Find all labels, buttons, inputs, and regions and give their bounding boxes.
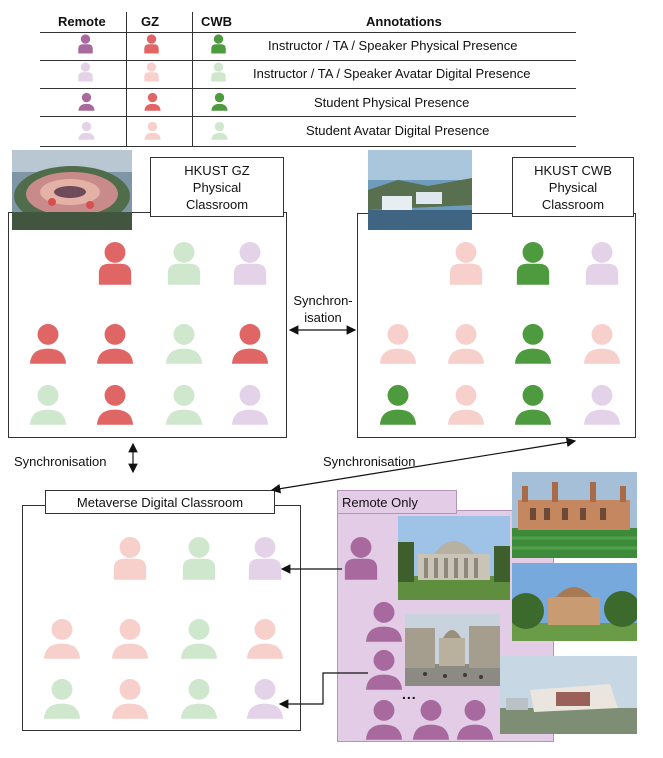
student-person-icon xyxy=(180,678,218,719)
student-person-icon xyxy=(144,92,161,111)
remote-campus-photo-courtyard xyxy=(405,614,500,686)
student-person-icon xyxy=(111,678,149,719)
metaverse-classroom-label: Metaverse Digital Classroom xyxy=(45,490,275,514)
student-person-icon xyxy=(246,678,284,719)
student-person-icon xyxy=(29,323,67,364)
student-person-icon xyxy=(78,92,95,111)
student-person-icon xyxy=(111,618,149,659)
student-person-icon xyxy=(379,384,417,425)
instructor-person-icon xyxy=(211,62,226,82)
student-person-icon xyxy=(365,601,403,642)
remote-arrow-student xyxy=(278,672,368,709)
student-person-icon xyxy=(447,384,485,425)
instructor-person-icon xyxy=(98,241,132,285)
student-person-icon xyxy=(447,323,485,364)
student-person-icon xyxy=(165,384,203,425)
student-person-icon xyxy=(29,384,67,425)
legend-divider xyxy=(192,12,193,147)
legend-row-label: Student Avatar Digital Presence xyxy=(306,123,490,138)
student-person-icon xyxy=(231,323,269,364)
student-person-icon xyxy=(514,323,552,364)
student-person-icon xyxy=(514,384,552,425)
student-person-icon xyxy=(96,384,134,425)
student-person-icon xyxy=(412,699,450,740)
student-person-icon xyxy=(211,121,228,140)
remote-campus-photo-dome-tree xyxy=(512,563,637,641)
instructor-person-icon xyxy=(248,536,282,580)
instructor-person-icon xyxy=(182,536,216,580)
student-person-icon xyxy=(583,384,621,425)
student-person-icon xyxy=(43,678,81,719)
instructor-person-icon xyxy=(144,34,159,54)
student-person-icon xyxy=(379,323,417,364)
legend-rule xyxy=(40,32,576,33)
legend-rule xyxy=(40,60,576,61)
remote-campus-photo-dome xyxy=(398,516,510,600)
sync-label-middle: Synchron- isation xyxy=(293,293,353,325)
student-person-icon xyxy=(78,121,95,140)
legend-header-gz: GZ xyxy=(141,14,160,29)
student-person-icon xyxy=(365,649,403,690)
legend-row-label: Instructor / TA / Speaker Avatar Digital… xyxy=(253,66,531,81)
student-person-icon xyxy=(231,384,269,425)
student-person-icon xyxy=(211,92,228,111)
student-person-icon xyxy=(583,323,621,364)
student-person-icon xyxy=(165,323,203,364)
instructor-person-icon xyxy=(233,241,267,285)
student-person-icon xyxy=(96,323,134,364)
sync-label-left: Synchronisation xyxy=(14,454,107,469)
legend-row-label: Student Physical Presence xyxy=(314,95,470,110)
instructor-person-icon xyxy=(113,536,147,580)
legend-header-remote: Remote xyxy=(58,14,106,29)
instructor-person-icon xyxy=(78,62,93,82)
gz-campus-photo xyxy=(12,150,132,230)
instructor-person-icon xyxy=(449,241,483,285)
gz-classroom-label: HKUST GZ Physical Classroom xyxy=(150,157,284,217)
legend-header-annotations: Annotations xyxy=(366,14,442,29)
sync-arrow-right xyxy=(270,437,577,494)
legend-rule xyxy=(40,88,576,89)
student-person-icon xyxy=(365,699,403,740)
instructor-person-icon xyxy=(211,34,226,54)
legend-divider xyxy=(126,12,127,147)
remote-ellipsis: ... xyxy=(402,686,417,702)
legend-row-label: Instructor / TA / Speaker Physical Prese… xyxy=(268,38,518,53)
student-person-icon xyxy=(144,121,161,140)
legend-rule xyxy=(40,146,576,147)
legend-rule xyxy=(40,116,576,117)
instructor-person-icon xyxy=(585,241,619,285)
cwb-classroom-label: HKUST CWB Physical Classroom xyxy=(512,157,634,217)
instructor-person-icon xyxy=(344,536,378,580)
student-person-icon xyxy=(456,699,494,740)
student-person-icon xyxy=(246,618,284,659)
cwb-campus-photo xyxy=(368,150,472,230)
remote-campus-photo-modern xyxy=(500,656,637,734)
instructor-person-icon xyxy=(144,62,159,82)
instructor-person-icon xyxy=(167,241,201,285)
legend-header-cwb: CWB xyxy=(201,14,233,29)
instructor-person-icon xyxy=(516,241,550,285)
student-person-icon xyxy=(43,618,81,659)
instructor-person-icon xyxy=(78,34,93,54)
student-person-icon xyxy=(180,618,218,659)
